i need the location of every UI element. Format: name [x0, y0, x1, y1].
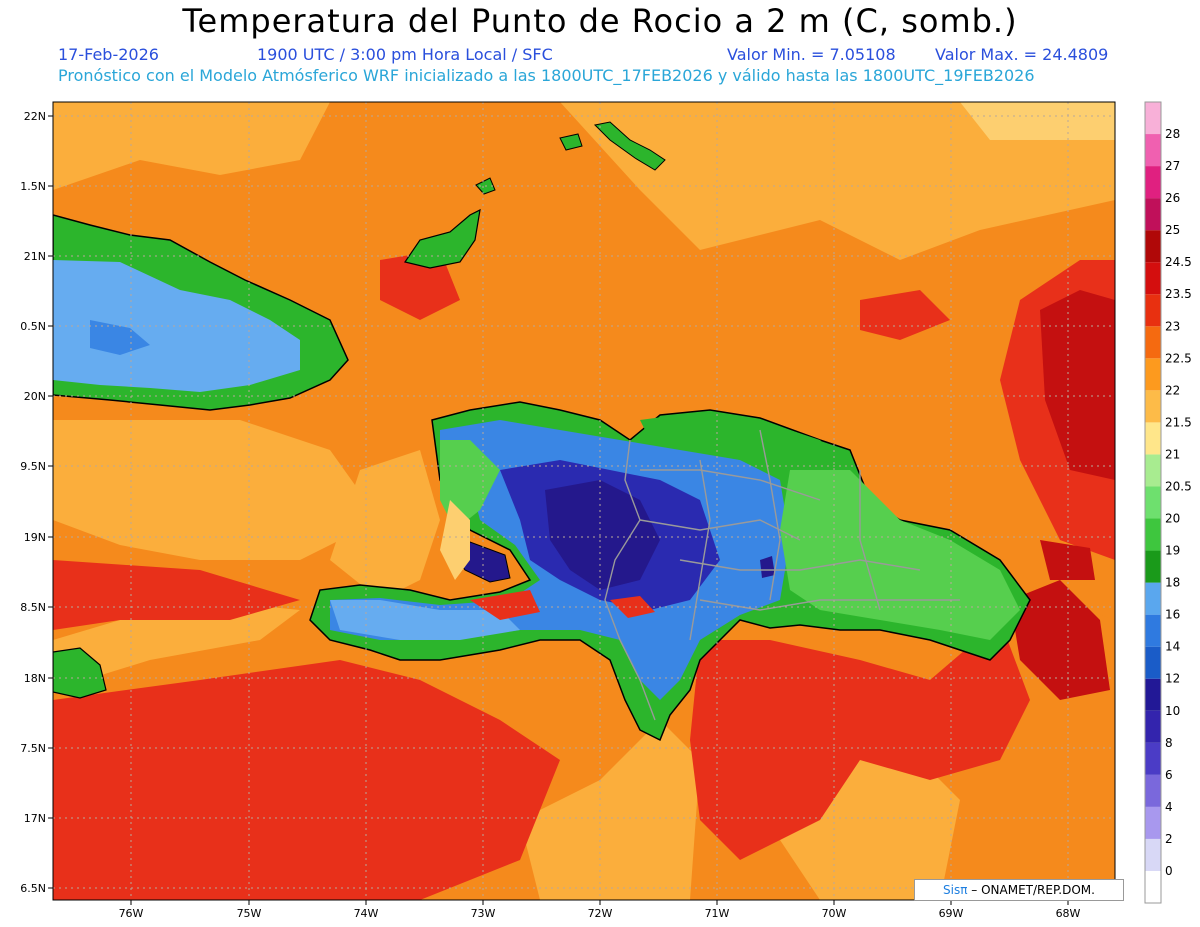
colorbar-label: 22.5	[1165, 351, 1192, 365]
colorbar: 0 2 4 6 8 10 12 14 16 18 19 20 20.5 21 21.5 22 22.5 23 23.…	[1144, 101, 1192, 904]
lon-tick: 70W	[822, 907, 847, 920]
colorbar-swatch	[1145, 774, 1161, 807]
colorbar-swatch	[1145, 134, 1161, 167]
colorbar-swatch	[1145, 390, 1161, 423]
map-title: Temperatura del Punto de Rocio a 2 m (C,…	[182, 2, 1018, 40]
model-description: Pronóstico con el Modelo Atmósferico WRF…	[58, 66, 1035, 85]
colorbar-swatch	[1145, 742, 1161, 775]
colorbar-label: 6	[1165, 768, 1173, 782]
lon-tick: 73W	[471, 907, 496, 920]
lat-tick: 18N	[24, 672, 46, 685]
colorbar-swatch	[1145, 550, 1161, 583]
lon-tick: 68W	[1056, 907, 1081, 920]
lat-tick: 1.5N	[20, 180, 46, 193]
colorbar-label: 25	[1165, 223, 1180, 237]
colorbar-label: 12	[1165, 672, 1180, 686]
colorbar-swatch	[1145, 518, 1161, 551]
colorbar-label: 22	[1165, 383, 1180, 397]
lon-tick: 71W	[705, 907, 730, 920]
colorbar-swatch	[1145, 166, 1161, 199]
colorbar-frame	[1144, 101, 1162, 904]
colorbar-swatch	[1145, 422, 1161, 455]
lat-tick: 19N	[24, 531, 46, 544]
forecast-time: 1900 UTC / 3:00 pm Hora Local / SFC	[257, 45, 553, 64]
colorbar-label: 14	[1165, 640, 1180, 654]
lon-tick: 75W	[237, 907, 262, 920]
jamaica-landmass	[53, 647, 107, 699]
colorbar-label: 16	[1165, 608, 1180, 622]
lat-tick: 7.5N	[20, 742, 46, 755]
colorbar-swatch	[1145, 326, 1161, 359]
colorbar-label: 8	[1165, 736, 1173, 750]
colorbar-label: 19	[1165, 544, 1180, 558]
colorbar-swatch	[1145, 198, 1161, 231]
colorbar-label: 0	[1165, 864, 1173, 878]
colorbar-label: 4	[1165, 800, 1173, 814]
colorbar-label: 18	[1165, 576, 1180, 590]
lat-tick: 0.5N	[20, 320, 46, 333]
colorbar-label: 24.5	[1165, 255, 1192, 269]
island-inagua	[404, 208, 481, 269]
colorbar-swatch	[1145, 646, 1161, 679]
colorbar-label: 20.5	[1165, 479, 1192, 493]
forecast-date: 17-Feb-2026	[58, 45, 159, 64]
grid-lines	[53, 102, 1115, 900]
lon-tick: 72W	[588, 907, 613, 920]
lon-tick: 74W	[354, 907, 379, 920]
colorbar-swatch	[1145, 870, 1161, 903]
value-min: Valor Min. = 7.05108	[727, 45, 896, 64]
lat-tick: 8.5N	[20, 601, 46, 614]
lat-tick: 6.5N	[20, 882, 46, 895]
colorbar-swatch	[1145, 358, 1161, 391]
colorbar-label: 21.5	[1165, 415, 1192, 429]
island-turks	[593, 121, 666, 171]
colorbar-swatch	[1145, 710, 1161, 743]
lat-tick: 17N	[24, 812, 46, 825]
longitude-axis: 76W 75W 74W 73W 72W 71W 70W 69W 68W	[119, 907, 1081, 920]
colorbar-swatch	[1145, 614, 1161, 647]
colorbar-label: 20	[1165, 512, 1180, 526]
colorbar-swatch	[1145, 102, 1161, 135]
colorbar-label: 26	[1165, 191, 1180, 205]
latitude-axis: 22N 1.5N 21N 0.5N 20N 9.5N 19N 8.5N 18N …	[20, 110, 46, 895]
credit-text: – ONAMET/REP.DOM.	[971, 883, 1095, 897]
value-max: Valor Max. = 24.4809	[935, 45, 1109, 64]
colorbar-swatch	[1145, 454, 1161, 487]
sispi-logo: Sisπ	[943, 883, 968, 897]
colorbar-swatch	[1145, 262, 1161, 295]
colorbar-label: 28	[1165, 127, 1180, 141]
colorbar-swatch	[1145, 678, 1161, 711]
lon-tick: 76W	[119, 907, 144, 920]
credit-box: Sisπ – ONAMET/REP.DOM.	[914, 879, 1124, 901]
lat-tick: 9.5N	[20, 460, 46, 473]
colorbar-label: 23	[1165, 319, 1180, 333]
colorbar-label: 27	[1165, 159, 1180, 173]
colorbar-swatch	[1145, 294, 1161, 327]
lat-tick: 20N	[24, 390, 46, 403]
map-frame	[52, 101, 1116, 901]
colorbar-swatch	[1145, 582, 1161, 615]
colorbar-label: 10	[1165, 704, 1180, 718]
lat-tick: 22N	[24, 110, 46, 123]
admin-boundaries	[604, 429, 960, 721]
colorbar-swatch	[1145, 230, 1161, 263]
map-field	[53, 102, 1115, 900]
colorbar-label: 21	[1165, 447, 1180, 461]
colorbar-label: 23.5	[1165, 287, 1192, 301]
colorbar-label: 2	[1165, 832, 1173, 846]
colorbar-swatch	[1145, 486, 1161, 519]
colorbar-swatch	[1145, 806, 1161, 839]
lat-tick: 21N	[24, 250, 46, 263]
lon-tick: 69W	[939, 907, 964, 920]
colorbar-swatch	[1145, 838, 1161, 871]
